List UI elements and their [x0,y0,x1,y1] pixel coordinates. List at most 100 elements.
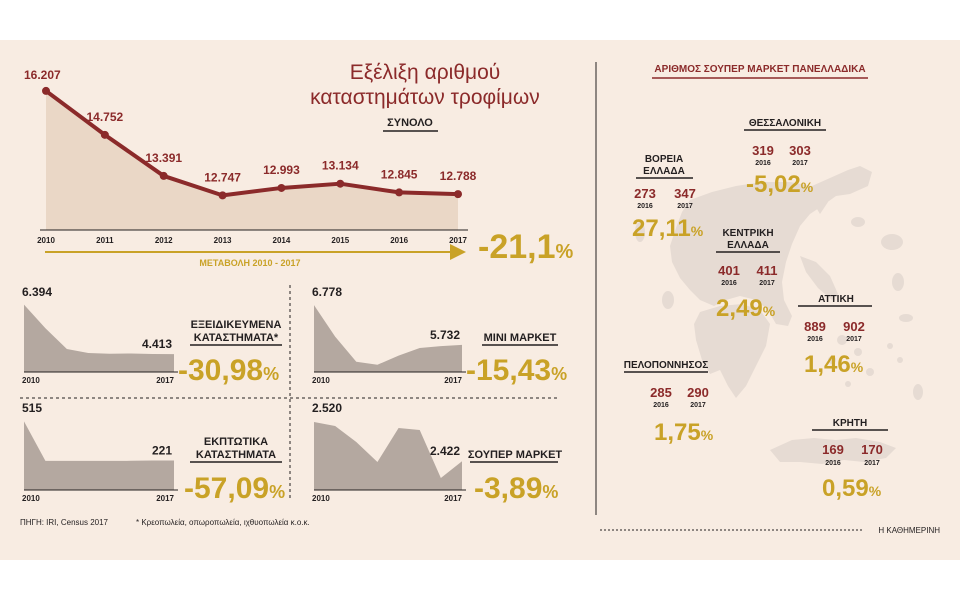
region-north-2017-value: 347 [674,186,696,201]
region-crete-change-value: 0,59 [822,475,869,502]
region-thessaloniki-2017-value: 303 [789,143,811,158]
mini-market-change: -15,43% [466,354,567,387]
region-north-change-unit: % [691,223,704,239]
region-peloponnese-change-value: 1,75 [654,419,701,446]
total-point-2013 [218,191,227,200]
specialized-start-value: 6.394 [22,285,52,299]
discount-start-value: 515 [22,401,42,415]
samos-shape [899,314,913,322]
dodecanese-2 [887,343,893,349]
supermarket-change-value: -3,89 [474,472,542,505]
region-central-name1: ΚΕΝΤΡΙΚΗ [722,228,773,239]
x-tick-2014: 2014 [273,236,291,245]
x-tick-2012: 2012 [155,236,173,245]
mini_market-x-end: 2017 [444,376,462,385]
region-thessaloniki: ΘΕΣΣΑΛΟΝΙΚΗ 319 303 2016 2017 -5,02% [744,118,826,198]
total-change-unit: % [556,241,574,263]
source-note: ΠΗΓΗ: IRI, Census 2017 [20,518,109,527]
region-attica-change-value: 1,46 [804,351,851,378]
specialized-end-value: 4.413 [142,337,172,351]
region-attica-year-b: 2017 [846,336,862,343]
specialized-area [24,304,174,372]
evia-shape [800,256,838,300]
total-line [44,89,459,198]
region-attica-2017-value: 902 [843,319,865,334]
specialized-label-line2: ΚΑΤΑΣΤΗΜΑΤΑ* [194,332,279,344]
region-peloponnese-year-b: 2017 [690,402,706,409]
limnos-shape [851,217,865,227]
region-peloponnese: ΠΕΛΟΠΟΝΝΗΣΟΣ 285 290 2016 2017 1,75% [624,360,714,446]
region-central-name2: ΕΛΛΑΔΑ [727,240,769,251]
discount-label-line1: ΕΚΠΤΩΤΙΚΑ [204,436,268,448]
region-peloponnese-change-unit: % [701,427,714,443]
mini_market-area [314,305,462,372]
discount-change: -57,09% [184,472,285,505]
x-tick-2015: 2015 [331,236,349,245]
chart-title-line1: Εξέλιξη αριθμού [350,61,501,84]
region-north-change: 27,11% [632,215,704,242]
region-crete-change: 0,59% [822,475,882,502]
region-peloponnese-year-a: 2016 [653,402,669,409]
peloponnese-shape [694,304,770,398]
total-point-2016 [395,188,404,197]
region-attica: ΑΤΤΙΚΗ 889 902 2016 2017 1,46% [798,294,872,378]
supermarket-x-end: 2017 [444,494,462,503]
chios-shape [892,273,904,291]
region-attica-year-a: 2016 [807,336,823,343]
specialized-label-line1: ΕΞΕΙΔΙΚΕΥΜΕΝΑ [191,319,282,331]
region-thessaloniki-name: ΘΕΣΣΑΛΟΝΙΚΗ [749,118,821,129]
discount-end-value: 221 [152,444,172,458]
total-value-label-2012: 13.391 [145,151,182,165]
change-arrow-label: ΜΕΤΑΒΟΛΗ 2010 - 2017 [199,258,300,268]
total-stores-chart: 16.207 14.752 13.391 12.747 12.993 13.134 12.8… [24,68,477,245]
supermarket-area [314,422,462,490]
discount-area [24,421,174,490]
supermarket-chart: 2.520 2.422 2010 2017 [312,401,466,503]
region-central-2017-value: 411 [757,263,778,278]
chart-title-line2: καταστημάτων τροφίμων [310,86,540,109]
region-peloponnese-2017-value: 290 [687,385,709,400]
corfu-shape [635,222,645,242]
supermarket-end-value: 2.422 [430,444,460,458]
region-crete-year-b: 2017 [864,460,880,467]
discount-x-end: 2017 [156,494,174,503]
supermarket-change-unit: % [542,482,558,502]
cyclades-5 [845,381,851,387]
crete-shape [770,438,896,464]
region-crete-name: ΚΡΗΤΗ [833,418,867,429]
dodecanese-1 [897,357,903,363]
region-crete-2016-value: 169 [822,442,844,457]
region-central: ΚΕΝΤΡΙΚΗ ΕΛΛΑΔΑ 401 411 2016 2017 2,49% [716,228,780,322]
x-tick-2016: 2016 [390,236,408,245]
region-thessaloniki-year-b: 2017 [792,160,808,167]
total-value-label-2016: 12.845 [381,167,418,181]
mini_market-x-start: 2010 [312,376,330,385]
region-north-2016-value: 273 [634,186,656,201]
total-point-2014 [277,183,286,192]
total-value-label-2010: 16.207 [24,68,61,82]
region-crete: ΚΡΗΤΗ 169 170 2016 2017 0,59% [812,418,888,502]
lesvos-shape [881,234,903,250]
specialized-change: -30,98% [178,354,279,387]
kefalonia-shape [662,291,674,309]
discount-x-start: 2010 [22,494,40,503]
supermarket-change: -3,89% [474,472,558,505]
region-peloponnese-change: 1,75% [654,419,714,446]
total-value-label-2014: 12.993 [263,163,300,177]
mini-market-change-value: -15,43 [466,354,551,387]
region-peloponnese-2016-value: 285 [650,385,672,400]
thasos-shape [840,177,852,187]
region-central-change: 2,49% [716,295,776,322]
total-value-label-2013: 12.747 [204,170,241,184]
region-north-year-b: 2017 [677,203,693,210]
rhodes-shape [913,384,923,400]
region-peloponnese-name: ΠΕΛΟΠΟΝΝΗΣΟΣ [624,360,709,371]
region-central-2016-value: 401 [718,263,740,278]
region-crete-2017-value: 170 [861,442,883,457]
region-north-change-value: 27,11 [632,215,691,242]
map-title: ΑΡΙΘΜΟΣ ΣΟΥΠΕΡ ΜΑΡΚΕΤ ΠΑΝΕΛΛΑΔΙΚΑ [654,64,865,75]
total-point-2012 [159,171,168,180]
total-change-value: -21,1 [478,228,556,266]
region-crete-change-unit: % [869,483,882,499]
